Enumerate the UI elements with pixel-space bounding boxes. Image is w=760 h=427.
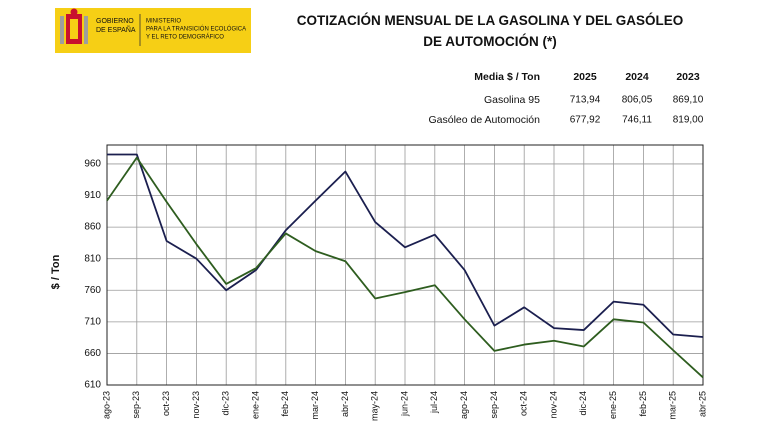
- table-row-label: Gasóleo de Automoción: [429, 114, 541, 126]
- x-tick-label: nov-23: [191, 391, 201, 419]
- x-tick-label: feb-24: [280, 391, 290, 417]
- chart-title: COTIZACIÓN MENSUAL DE LA GASOLINA Y DEL …: [296, 13, 684, 49]
- x-tick-label: abr-25: [697, 391, 707, 417]
- table-cell: 713,94: [570, 95, 601, 106]
- table-cell: 806,05: [622, 95, 653, 106]
- series-line: [107, 153, 704, 338]
- x-tick-label: ago-23: [101, 391, 111, 419]
- y-tick-label: 860: [84, 222, 101, 233]
- table-header: 2025: [573, 71, 597, 83]
- y-tick-label: 810: [84, 253, 101, 264]
- table-cell: 746,11: [622, 115, 652, 126]
- y-tick-label: 910: [84, 190, 101, 201]
- table-header: 2023: [676, 71, 700, 83]
- table-header: Media $ / Ton: [474, 71, 540, 83]
- y-tick-label: 660: [84, 348, 101, 359]
- table-cell: 819,00: [673, 115, 704, 126]
- x-tick-label: mar-24: [310, 391, 320, 420]
- plot-border: [106, 144, 704, 386]
- logo-text: Y EL RETO DEMOGRÁFICO: [146, 34, 224, 41]
- y-tick-label: 960: [84, 159, 101, 170]
- y-axis-label: $ / Ton: [50, 254, 62, 289]
- series-line: [106, 156, 704, 379]
- x-tick-label: mar-25: [668, 391, 678, 420]
- table-header: 2024: [625, 71, 649, 83]
- x-tick-label: oct-23: [161, 391, 171, 416]
- logo-text: GOBIERNO: [96, 18, 134, 25]
- x-tick-label: oct-24: [519, 391, 529, 416]
- coat-of-arms: [60, 8, 88, 44]
- logo-text: DE ESPAÑA: [96, 25, 136, 34]
- table-cell: 869,10: [673, 95, 704, 106]
- x-tick-label: abr-24: [340, 391, 350, 417]
- table-cell: 677,92: [570, 115, 601, 126]
- x-tick-label: sep-24: [489, 391, 499, 419]
- logo-text: MINISTERIO: [146, 19, 181, 25]
- x-tick-label: feb-25: [638, 391, 648, 417]
- x-tick-label: jun-24: [399, 391, 409, 417]
- x-tick-label: dic-23: [221, 391, 231, 416]
- y-tick-label: 610: [84, 380, 101, 391]
- x-tick-label: ene-24: [250, 391, 260, 419]
- x-tick-label: jul-24: [429, 391, 439, 414]
- x-tick-label: may-24: [370, 391, 380, 421]
- y-tick-label: 710: [84, 316, 101, 327]
- y-tick-label: 760: [84, 285, 101, 296]
- x-tick-label: nov-24: [548, 391, 558, 419]
- x-tick-label: dic-24: [578, 391, 588, 416]
- x-tick-label: ago-24: [459, 391, 469, 419]
- logo-text: PARA LA TRANSICIÓN ECOLÓGICA: [146, 26, 246, 33]
- table-row-label: Gasolina 95: [484, 94, 540, 106]
- x-tick-label: sep-23: [131, 391, 141, 419]
- x-tick-label: ene-25: [608, 391, 618, 419]
